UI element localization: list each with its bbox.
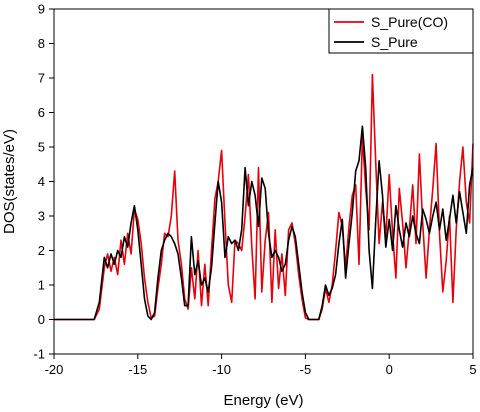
y-tick-label: 4 [38,174,45,189]
x-axis-label: Energy (eV) [223,392,303,409]
series-line-s-pure [54,125,474,321]
x-tick-label: -15 [128,362,147,377]
x-tick-label: -20 [45,362,64,377]
legend-label: S_Pure [371,34,418,50]
y-tick-label: 3 [38,209,45,224]
series-layer [54,73,474,321]
y-tick-label: 6 [38,105,45,120]
legend-box [328,8,474,54]
y-tick-label: 5 [38,140,45,155]
x-tick-label: -5 [300,362,312,377]
legend-label: S_Pure(CO) [371,14,448,30]
y-axis-label: DOS(states/eV) [1,129,18,234]
legend: S_Pure(CO) S_Pure [328,8,474,54]
x-tick-label: -10 [212,362,231,377]
series-line-s-pure-co [54,73,474,321]
y-tick-label: 7 [38,71,45,86]
y-tick-label: 2 [38,243,45,258]
y-tick-label: 1 [38,278,45,293]
y-tick-label: 8 [38,36,45,51]
y-tick-label: 9 [38,2,45,17]
x-tick-label: 0 [386,362,393,377]
y-tick-label: -1 [33,347,45,362]
y-tick-label: 0 [38,312,45,327]
x-tick-label: 5 [469,362,476,377]
